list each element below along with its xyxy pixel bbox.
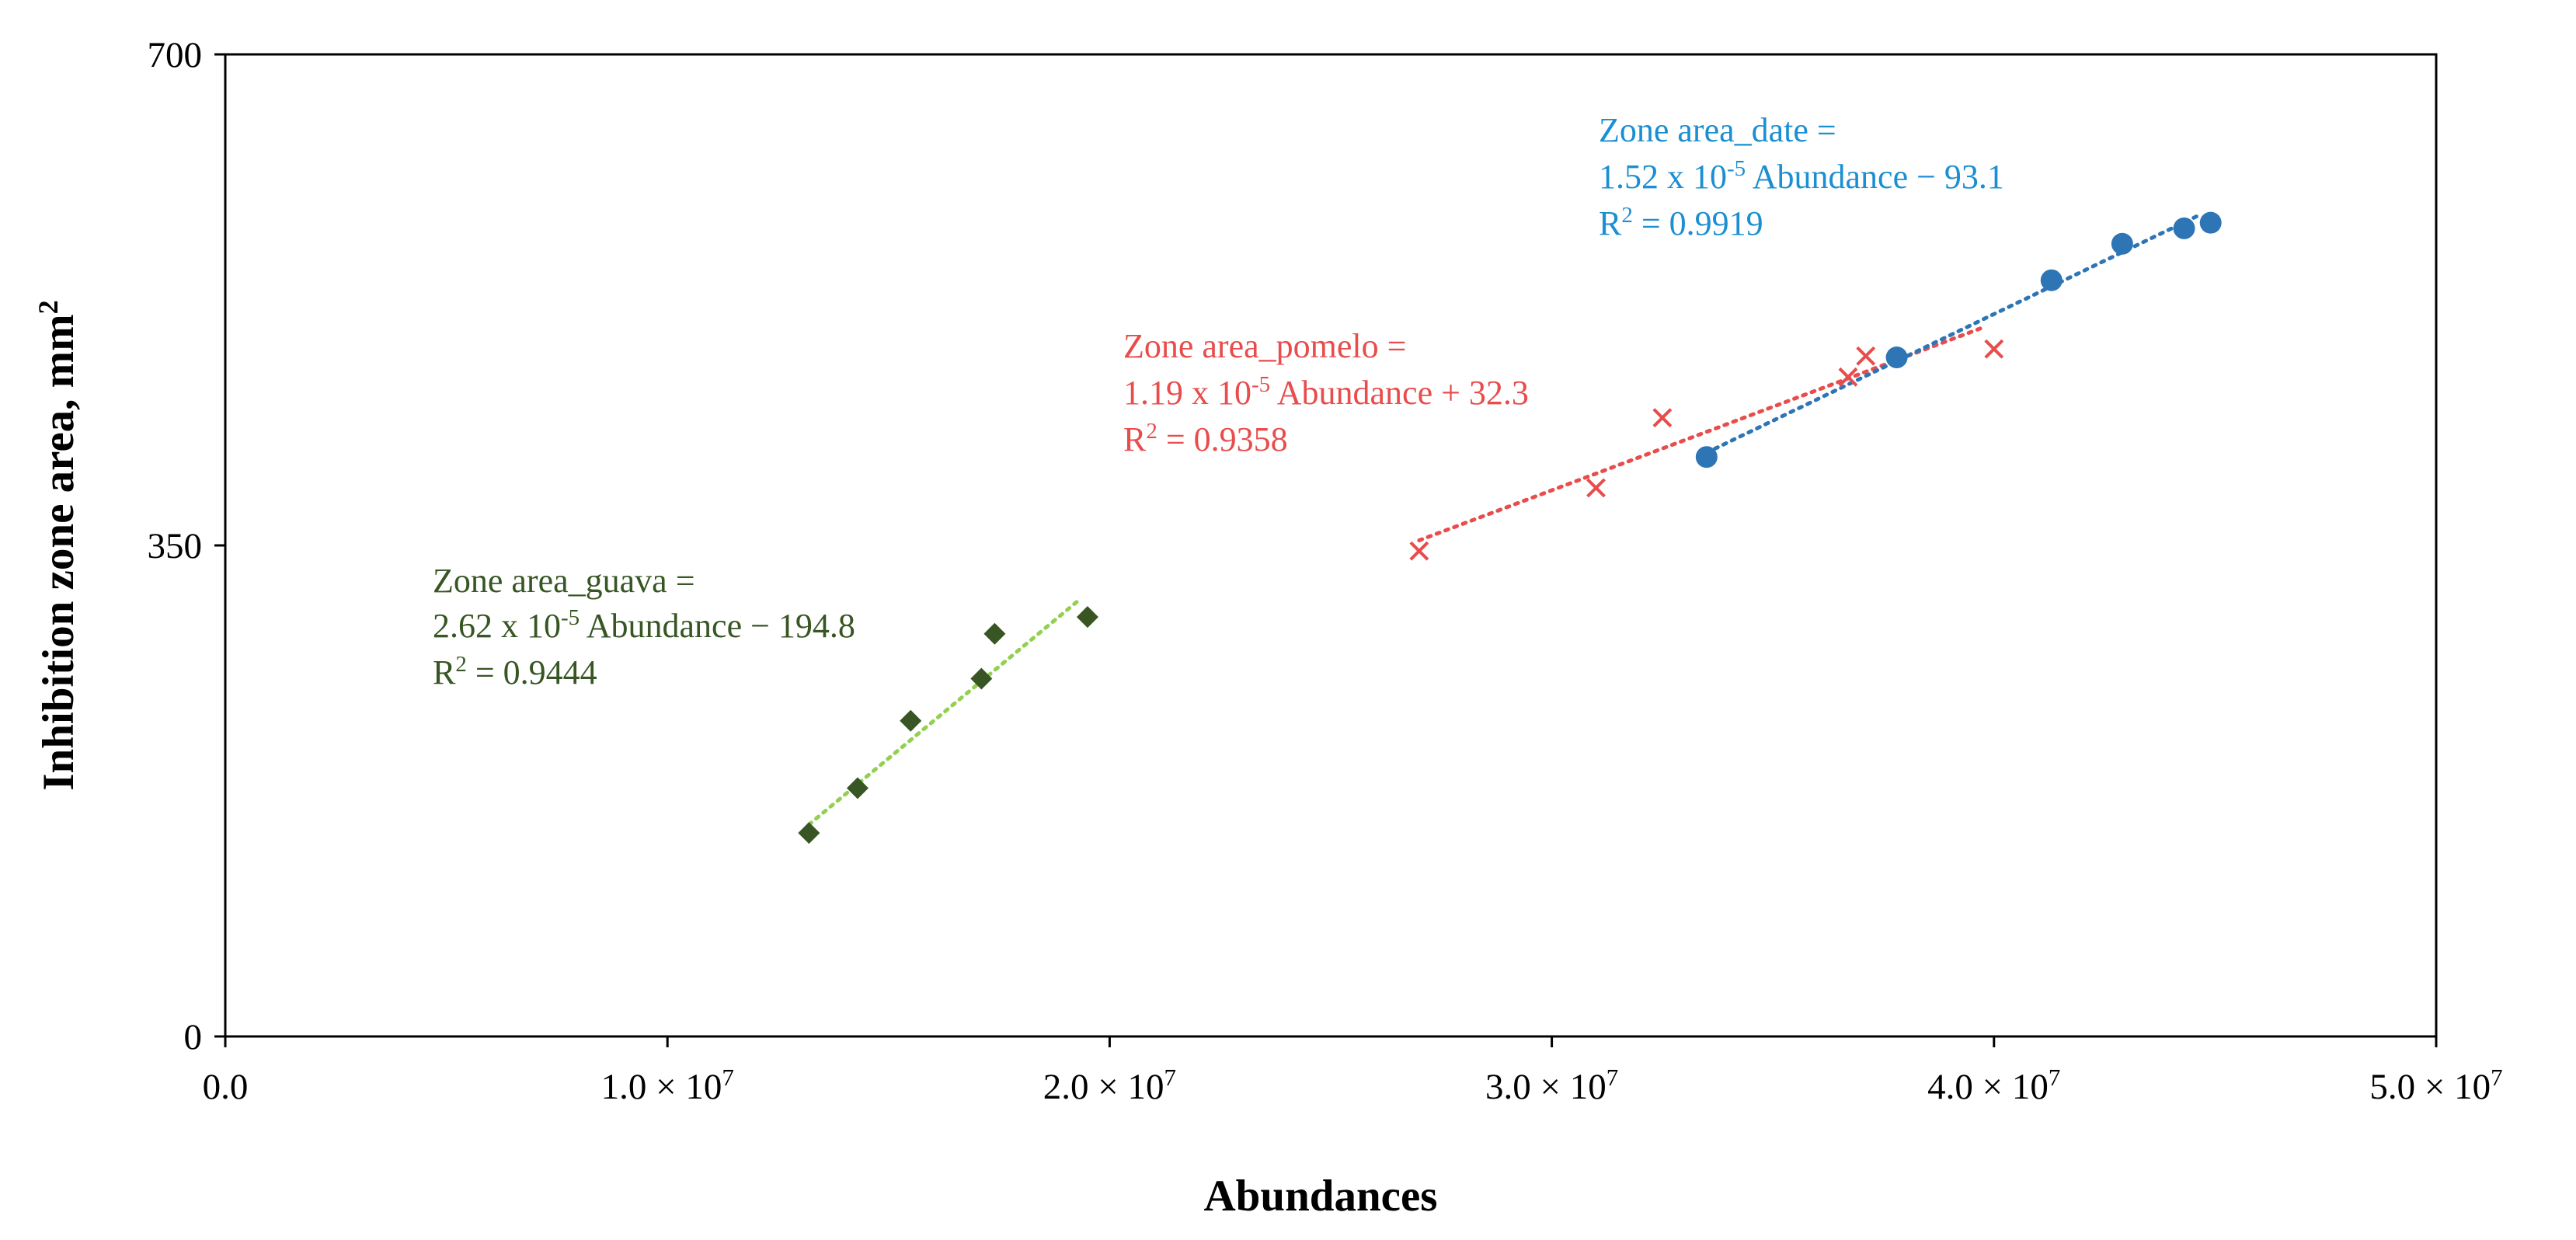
point-date xyxy=(1695,446,1718,468)
guava-r2: R2 = 0.9444 xyxy=(433,652,597,691)
point-pomelo xyxy=(1856,346,1876,366)
x-tick-exponent: 7 xyxy=(2049,1064,2061,1091)
x-tick-mantissa: 5.0 × 10 xyxy=(2369,1067,2491,1107)
pomelo-eq-exp: -5 xyxy=(1251,372,1270,397)
x-tick-label: 1.0 × 107 xyxy=(601,1064,734,1108)
date-r2-sup: 2 xyxy=(1621,203,1633,228)
x-tick-label: 0.0 xyxy=(203,1067,249,1107)
date-eq-rest: Abundance − 93.1 xyxy=(1746,158,2004,196)
point-pomelo xyxy=(1984,339,2004,359)
x-tick-label: 4.0 × 107 xyxy=(1927,1064,2060,1108)
point-guava xyxy=(798,822,820,845)
y-tick-label: 700 xyxy=(148,35,203,75)
point-guava xyxy=(970,667,993,690)
plot-area xyxy=(224,53,2438,1038)
y-tick-label: 0 xyxy=(184,1017,203,1057)
pomelo-eq-coef: 1.19 x 10 xyxy=(1123,374,1251,412)
date-eq-exp: -5 xyxy=(1727,156,1746,181)
pomelo-eq-line2: 1.19 x 10-5 Abundance + 32.3 xyxy=(1123,372,1529,412)
pomelo-eq-rest: Abundance + 32.3 xyxy=(1270,374,1529,412)
y-axis-title: Inhibition zone area, mm2 xyxy=(33,300,83,790)
x-tick-mantissa: 3.0 × 10 xyxy=(1485,1067,1607,1107)
guava-r2-sup: 2 xyxy=(455,652,467,677)
point-guava xyxy=(900,709,922,732)
y-axis-title-main: Inhibition zone area, mm xyxy=(34,314,83,790)
x-tick-mantissa: 2.0 × 10 xyxy=(1043,1067,1164,1107)
point-date xyxy=(2199,211,2222,234)
date-eq-line1: Zone area_date = xyxy=(1599,111,1836,149)
guava-eq-rest: Abundance − 194.8 xyxy=(580,607,855,645)
point-pomelo xyxy=(1652,408,1673,428)
guava-eq-exp: -5 xyxy=(561,605,580,630)
y-tick-label: 350 xyxy=(148,526,203,566)
guava-eq-coef: 2.62 x 10 xyxy=(433,607,561,645)
pomelo-r2-sup: 2 xyxy=(1146,419,1157,444)
x-tick-mantissa: 1.0 × 10 xyxy=(601,1067,722,1107)
point-date xyxy=(2040,269,2063,291)
guava-r2-value: = 0.9444 xyxy=(467,653,597,691)
date-r2-value: = 0.9919 xyxy=(1633,204,1763,242)
point-date xyxy=(2111,232,2133,255)
x-axis-title: Abundances xyxy=(1204,1172,1438,1221)
guava-eq-line2: 2.62 x 10-5 Abundance − 194.8 xyxy=(433,605,855,645)
point-pomelo xyxy=(1838,367,1858,387)
point-date xyxy=(2173,217,2195,239)
point-guava xyxy=(983,622,1006,645)
x-tick-label: 2.0 × 107 xyxy=(1043,1064,1176,1108)
point-guava xyxy=(846,777,869,799)
pomelo-r2-value: = 0.9358 xyxy=(1157,420,1288,458)
x-tick-exponent: 7 xyxy=(722,1064,734,1091)
guava-r2-r: R xyxy=(433,653,456,691)
data-points xyxy=(798,211,2222,845)
date-r2-r: R xyxy=(1599,204,1622,242)
annotation-guava: Zone area_guava = 2.62 x 10-5 Abundance … xyxy=(433,562,855,691)
point-pomelo xyxy=(1586,478,1606,498)
x-tick-mantissa: 4.0 × 10 xyxy=(1927,1067,2049,1107)
x-tick-label: 5.0 × 107 xyxy=(2369,1064,2502,1108)
x-tick-exponent: 7 xyxy=(1607,1064,1619,1091)
pomelo-r2-r: R xyxy=(1123,420,1147,458)
guava-eq-line1: Zone area_guava = xyxy=(433,562,695,600)
point-date xyxy=(1885,347,1908,369)
pomelo-eq-line1: Zone area_pomelo = xyxy=(1123,327,1406,365)
x-tick-mantissa: 0.0 xyxy=(203,1067,249,1107)
y-axis-title-sup: 2 xyxy=(33,300,64,314)
pomelo-r2: R2 = 0.9358 xyxy=(1123,419,1288,458)
date-eq-coef: 1.52 x 10 xyxy=(1599,158,1727,196)
x-tick-label: 3.0 × 107 xyxy=(1485,1064,1618,1108)
point-pomelo xyxy=(1409,541,1429,561)
annotation-date: Zone area_date = 1.52 x 10-5 Abundance −… xyxy=(1599,111,2004,242)
x-tick-exponent: 7 xyxy=(2491,1064,2503,1091)
date-r2: R2 = 0.9919 xyxy=(1599,203,1763,242)
x-tick-exponent: 7 xyxy=(1164,1064,1177,1091)
annotation-pomelo: Zone area_pomelo = 1.19 x 10-5 Abundance… xyxy=(1123,327,1529,458)
axis-ticks: 0.0 1.0 × 107 2.0 × 107 3.0 × 107 4.0 × 107 5… xyxy=(148,35,2503,1107)
point-guava xyxy=(1076,606,1098,629)
date-eq-line2: 1.52 x 10-5 Abundance − 93.1 xyxy=(1599,156,2004,196)
